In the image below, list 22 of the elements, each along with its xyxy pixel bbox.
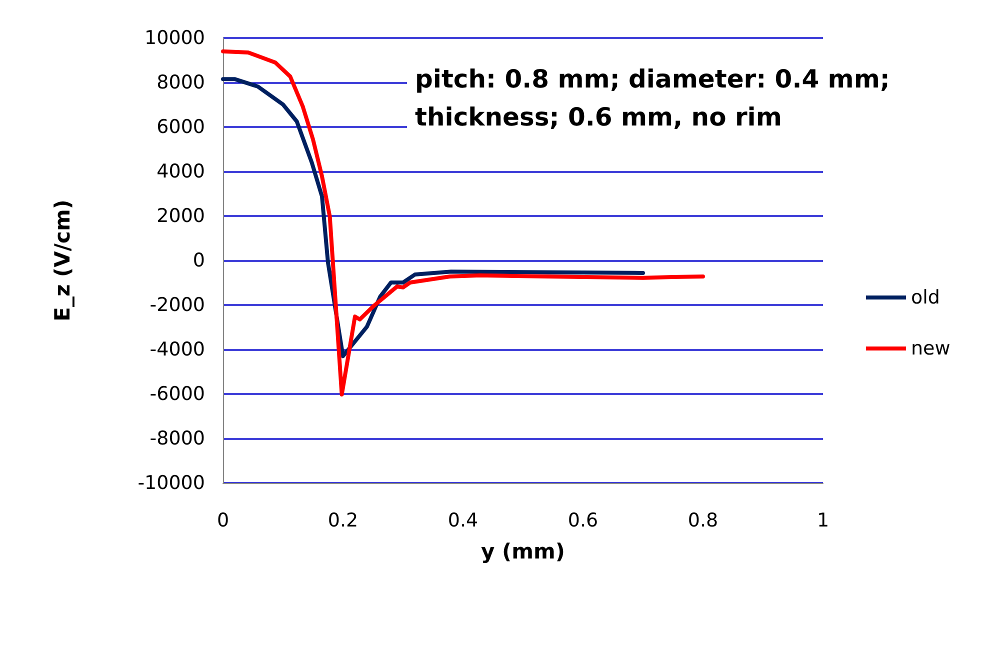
x-tick-label: 0 — [216, 510, 230, 532]
x-tick-label: 0.6 — [568, 510, 598, 532]
y-tick-label: 8000 — [156, 72, 205, 94]
y-tick-label: -6000 — [150, 383, 205, 405]
y-axis-title: E_z (V/cm) — [50, 200, 74, 322]
y-tick-label: 4000 — [156, 160, 205, 182]
y-tick-label: -2000 — [150, 294, 205, 316]
x-tick-label: 1 — [816, 510, 830, 532]
y-tick-label: 6000 — [156, 116, 205, 138]
y-tick-label: -8000 — [150, 428, 205, 450]
y-tick-label: -4000 — [150, 338, 205, 360]
y-tick-label: 2000 — [156, 205, 205, 227]
x-axis-title: y (mm) — [481, 540, 565, 564]
y-tick-label: 0 — [192, 250, 205, 272]
x-tick-label: 0.4 — [448, 510, 478, 532]
x-tick-label: 0.2 — [328, 510, 358, 532]
annotation: pitch: 0.8 mm; diameter: 0.4 mm; thickness; 0.6 mm, no rim — [415, 64, 899, 132]
y-tick-label: -10000 — [138, 472, 205, 494]
legend-label: old — [911, 286, 940, 308]
legend-label: new — [911, 338, 950, 360]
y-tick-label: 10000 — [144, 27, 205, 49]
x-tick-label: 0.8 — [688, 510, 718, 532]
